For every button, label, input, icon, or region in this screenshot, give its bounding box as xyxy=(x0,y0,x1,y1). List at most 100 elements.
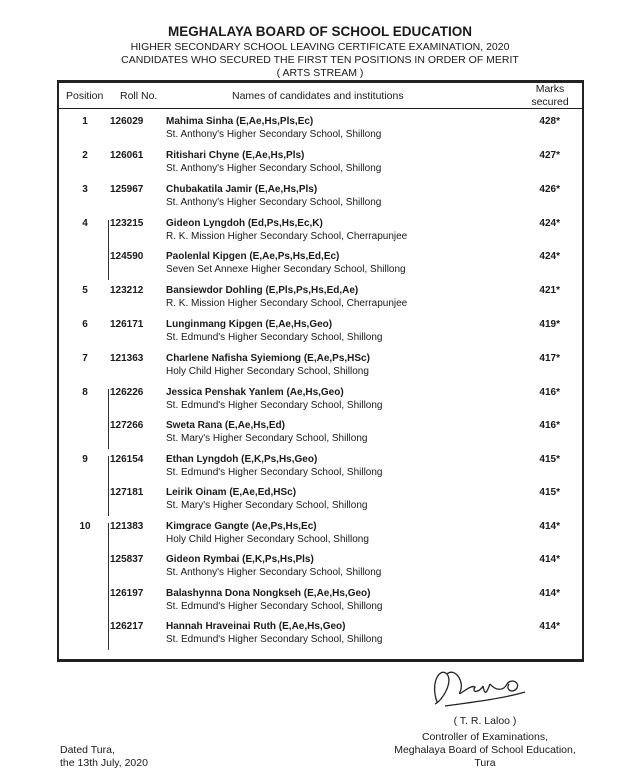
institution: Holy Child Higher Secondary School, Shil… xyxy=(166,365,369,377)
roll-number: 126061 xyxy=(110,149,144,161)
subtitle: CANDIDATES WHO SECURED THE FIRST TEN POS… xyxy=(121,54,519,66)
candidate-name: Lunginmang Kipgen (E,Ae,Hs,Geo) xyxy=(166,318,333,330)
candidate-name: Jessica Penshak Yanlem (Ae,Hs,Geo) xyxy=(166,386,344,398)
roll-number: 127266 xyxy=(110,419,144,431)
roll-number: 126226 xyxy=(110,386,144,398)
signatory-name: ( T. R. Laloo ) xyxy=(453,715,517,727)
marks: 414* xyxy=(539,521,560,532)
position: 4 xyxy=(82,217,88,229)
candidate-name: Bansiewdor Dohling (E,Pls,Ps,Hs,Ed,Ae) xyxy=(166,284,359,296)
marks: 419* xyxy=(539,318,560,330)
col-marks-line1: Marks xyxy=(535,83,565,95)
table-row: 8 126226 Jessica Penshak Yanlem (Ae,Hs,Geo… xyxy=(0,387,640,417)
candidate-name: Kimgrace Gangte (Ae,Ps,Hs,Ec) xyxy=(166,521,317,532)
institution: St. Edmund's Higher Secondary School, Sh… xyxy=(166,466,383,478)
exam-title: HIGHER SECONDARY SCHOOL LEAVING CERTIFIC… xyxy=(130,41,510,53)
marks: 415* xyxy=(539,487,560,499)
candidate-name: Mahima Sinha (E,Ae,Hs,Pls,Ec) xyxy=(166,116,314,127)
table-row: 2 126061 Ritishari Chyne (E,Ae,Hs,Pls) St. … xyxy=(0,150,640,180)
roll-number: 125837 xyxy=(110,554,144,566)
institution: St. Mary's Higher Secondary School, Shil… xyxy=(166,500,368,512)
roll-number: 125967 xyxy=(110,183,144,195)
merit-table xyxy=(57,80,584,662)
candidate-name: Ethan Lyngdoh (E,K,Ps,Hs,Geo) xyxy=(166,453,318,465)
tie-bracket xyxy=(108,219,109,281)
position: 5 xyxy=(82,284,88,296)
signature xyxy=(433,671,526,707)
position: 9 xyxy=(82,453,88,465)
position: 10 xyxy=(79,521,91,532)
marks: 414* xyxy=(539,554,560,566)
candidate-name: Sweta Rana (E,Ae,Hs,Ed) xyxy=(166,419,285,431)
dated-line2: the 13th July, 2020 xyxy=(60,757,148,769)
stream-label: ( ARTS STREAM ) xyxy=(276,67,364,79)
table-row: 3 125967 Chubakatila Jamir (E,Ae,Hs,Pls) St… xyxy=(0,184,640,214)
table-row: 127266 Sweta Rana (E,Ae,Hs,Ed) St. Mary's … xyxy=(0,420,640,450)
roll-number: 124590 xyxy=(110,251,144,262)
roll-number: 127181 xyxy=(110,487,144,499)
roll-number: 126029 xyxy=(110,116,144,127)
institution: R. K. Mission Higher Secondary School, C… xyxy=(166,297,408,309)
marks: 416* xyxy=(539,386,560,398)
position: 8 xyxy=(82,386,88,398)
institution: St. Anthony's Higher Secondary School, S… xyxy=(166,129,382,140)
marks: 424* xyxy=(539,217,560,229)
candidate-name: Charlene Nafisha Syiemiong (E,Ae,Ps,HSc) xyxy=(166,352,370,364)
roll-number: 121383 xyxy=(110,521,144,532)
candidate-name: Ritishari Chyne (E,Ae,Hs,Pls) xyxy=(166,149,305,161)
roll-number: 126217 xyxy=(110,620,144,632)
institution: St. Anthony's Higher Secondary School, S… xyxy=(166,162,382,174)
roll-number: 123212 xyxy=(110,284,144,296)
marks: 417* xyxy=(539,352,560,364)
table-row: 1 126029 Mahima Sinha (E,Ae,Hs,Pls,Ec) St. … xyxy=(0,116,640,146)
signatory-designation: Controller of Examinations, xyxy=(421,731,549,743)
position: 7 xyxy=(82,352,88,364)
table-row: 127181 Leirik Oinam (E,Ae,Ed,HSc) St. Mary… xyxy=(0,487,640,517)
institution: R. K. Mission Higher Secondary School, C… xyxy=(166,230,408,242)
table-row: 10 121383 Kimgrace Gangte (Ae,Ps,Hs,Ec) Hol… xyxy=(0,521,640,551)
marks: 421* xyxy=(539,284,560,296)
tie-bracket xyxy=(108,455,109,517)
institution: St. Edmund's Higher Secondary School, Sh… xyxy=(166,331,383,343)
marks: 426* xyxy=(539,183,560,195)
table-row: 6 126171 Lunginmang Kipgen (E,Ae,Hs,Geo) St… xyxy=(0,319,640,349)
col-roll: Roll No. xyxy=(120,90,158,102)
institution: Seven Set Annexe Higher Secondary School… xyxy=(166,264,406,275)
marks: 427* xyxy=(539,149,560,161)
marks: 414* xyxy=(539,587,560,599)
institution: Holy Child Higher Secondary School, Shil… xyxy=(166,534,369,545)
roll-number: 126154 xyxy=(110,453,144,465)
table-row: 5 123212 Bansiewdor Dohling (E,Pls,Ps,Hs,E… xyxy=(0,285,640,315)
marks: 428* xyxy=(539,116,560,127)
candidate-name: Balashynna Dona Nongkseh (E,Ae,Hs,Geo) xyxy=(166,587,371,599)
candidate-name: Gideon Lyngdoh (Ed,Ps,Hs,Ec,K) xyxy=(166,217,323,229)
dated-line1: Dated Tura, xyxy=(60,744,115,756)
candidate-name: Hannah Hraveinai Ruth (E,Ae,Hs,Geo) xyxy=(166,620,346,632)
roll-number: 126171 xyxy=(110,318,144,330)
header-divider xyxy=(57,108,584,109)
candidate-name: Gideon Rymbai (E,K,Ps,Hs,Pls) xyxy=(166,554,314,566)
position: 2 xyxy=(82,149,88,161)
table-row: 124590 Paolenlal Kipgen (E,Ae,Ps,Hs,Ed,Ec… xyxy=(0,251,640,281)
col-position: Position xyxy=(66,90,104,102)
table-row: 125837 Gideon Rymbai (E,K,Ps,Hs,Pls) St. A… xyxy=(0,554,640,584)
marks: 414* xyxy=(539,620,560,632)
position: 3 xyxy=(82,183,88,195)
table-row: 126197 Balashynna Dona Nongkseh (E,Ae,Hs,… xyxy=(0,588,640,618)
candidate-name: Leirik Oinam (E,Ae,Ed,HSc) xyxy=(166,487,297,499)
marks: 415* xyxy=(539,453,560,465)
institution: St. Mary's Higher Secondary School, Shil… xyxy=(166,432,368,444)
col-marks-line2: secured xyxy=(531,96,569,108)
roll-number: 123215 xyxy=(110,217,144,229)
roll-number: 126197 xyxy=(110,587,144,599)
col-names: Names of candidates and institutions xyxy=(232,90,404,102)
candidate-name: Chubakatila Jamir (E,Ae,Hs,Pls) xyxy=(166,183,318,195)
board-title: MEGHALAYA BOARD OF SCHOOL EDUCATION xyxy=(167,24,473,39)
marks: 416* xyxy=(539,419,560,431)
marks: 424* xyxy=(539,251,560,262)
table-row: 7 121363 Charlene Nafisha Syiemiong (E,Ae,… xyxy=(0,353,640,383)
tie-bracket xyxy=(108,388,109,450)
institution: St. Anthony's Higher Secondary School, S… xyxy=(166,567,382,579)
col-marks: Marks secured xyxy=(528,83,572,109)
roll-number: 121363 xyxy=(110,352,144,364)
